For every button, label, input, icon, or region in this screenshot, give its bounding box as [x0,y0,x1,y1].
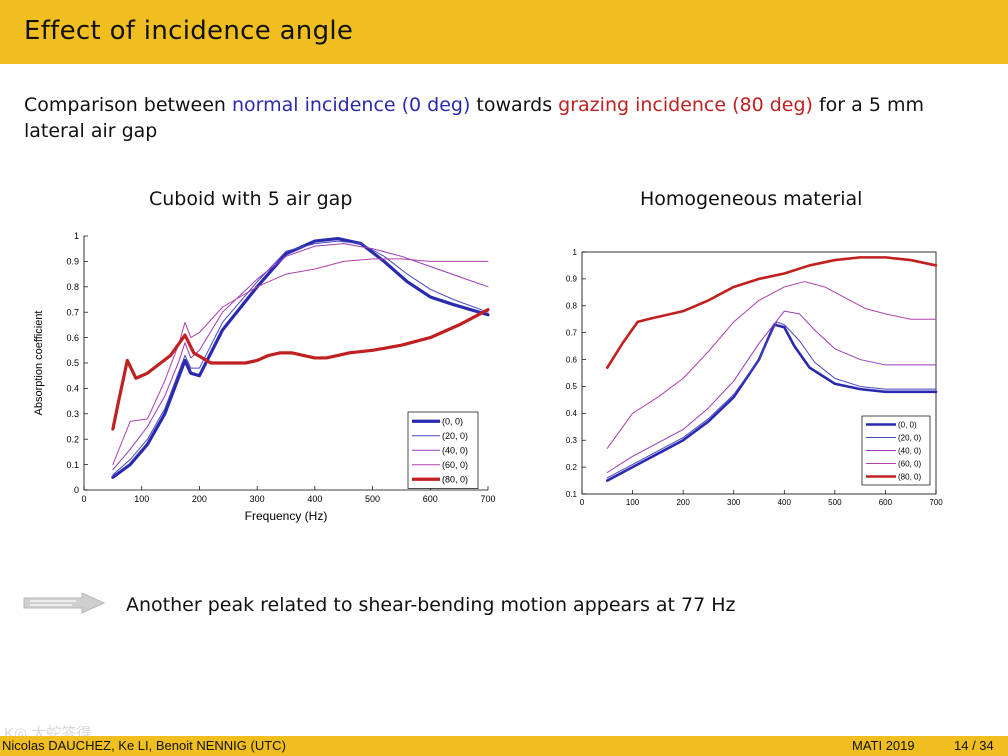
x-tick-label: 100 [626,498,640,507]
y-tick-label: 0.4 [66,384,79,394]
right-chart-title: Homogeneous material [640,188,863,210]
legend-label-0: (0, 0) [898,420,917,429]
y-tick-label: 1 [573,248,578,257]
y-tick-label: 0.5 [566,382,578,391]
x-tick-label: 700 [929,498,943,507]
x-axis-label: Frequency (Hz) [245,509,328,523]
series-line-0 [605,323,938,482]
x-tick-label: 600 [423,494,438,504]
legend-label-1: (20, 0) [442,431,468,441]
legend-label-2: (40, 0) [442,445,468,455]
x-tick-label: 0 [81,494,86,504]
x-tick-label: 400 [307,494,322,504]
x-tick-label: 300 [250,494,265,504]
x-tick-label: 400 [778,498,792,507]
y-tick-label: 0.7 [66,307,79,317]
y-tick-label: 0.3 [566,436,578,445]
x-tick-label: 200 [676,498,690,507]
x-tick-label: 700 [480,494,495,504]
x-tick-label: 0 [580,498,585,507]
y-tick-label: 0.1 [566,490,578,499]
legend-label-3: (60, 0) [442,460,468,470]
legend-label-1: (20, 0) [898,433,921,442]
y-tick-label: 0.5 [66,358,79,368]
x-tick-label: 100 [134,494,149,504]
y-tick-label: 0 [74,485,79,495]
y-tick-label: 0.4 [566,409,578,418]
x-tick-label: 500 [365,494,380,504]
plot-frame [581,251,937,495]
note-text: Another peak related to shear-bending mo… [126,594,736,616]
legend-label-0: (0, 0) [442,416,463,426]
y-tick-label: 0.6 [566,355,578,364]
footer-authors: Nicolas DAUCHEZ, Ke LI, Benoit NENNIG (U… [2,738,286,753]
series-line-3 [606,281,937,449]
intro-part1: Comparison between [24,94,232,116]
legend-label-4: (80, 0) [442,474,468,484]
legend-label-4: (80, 0) [898,472,921,481]
y-tick-label: 0.3 [66,409,79,419]
y-tick-label: 0.1 [66,460,79,470]
series-line-4 [111,308,490,431]
footer-page: 14 / 34 [954,738,994,753]
legend-label-2: (40, 0) [898,446,921,455]
x-tick-label: 300 [727,498,741,507]
series-line-2 [112,243,489,471]
y-tick-label: 0.9 [66,257,79,267]
x-tick-label: 600 [879,498,893,507]
left-chart-title: Cuboid with 5 air gap [149,188,353,210]
y-tick-label: 0.6 [66,333,79,343]
series-line-4 [605,256,938,369]
y-tick-label: 0.9 [566,275,578,284]
intro-text: Comparison between normal incidence (0 d… [24,92,984,144]
legend-label-3: (60, 0) [898,459,921,468]
y-axis-label: Absorption coefficient [33,311,45,416]
series-line-1 [606,321,937,479]
intro-normal: normal incidence (0 deg) [232,94,471,116]
y-tick-label: 0.2 [566,463,578,472]
title-bar: Effect of incidence angle [0,0,1008,64]
y-tick-label: 0.8 [66,282,79,292]
left-chart: 0 100 200 300 400 500 600 700 0 0.1 0.2 0.3 0.4 0.5 0.… [33,231,496,523]
intro-part3: for a 5 mm lateral air gap [24,94,924,142]
series-line-3 [112,258,489,466]
x-tick-label: 500 [828,498,842,507]
y-tick-label: 0.7 [566,328,578,337]
arrow-icon [23,592,106,614]
slide-title: Effect of incidence angle [24,16,354,46]
footer-event: MATI 2019 [852,738,915,753]
footer-bar: Nicolas DAUCHEZ, Ke LI, Benoit NENNIG (U… [0,736,1008,756]
right-chart: 0 100 200 300 400 500 600 700 0.1 0.2 0.3 0.4 0.5 0.6… [566,248,943,507]
intro-part2: towards [470,94,559,116]
y-tick-label: 0.2 [66,434,79,444]
y-tick-label: 0.8 [566,302,578,311]
x-tick-label: 200 [192,494,207,504]
intro-grazing: grazing incidence (80 deg) [558,94,813,116]
y-tick-label: 1 [74,231,79,241]
series-line-1 [112,240,489,476]
series-line-2 [606,310,937,473]
